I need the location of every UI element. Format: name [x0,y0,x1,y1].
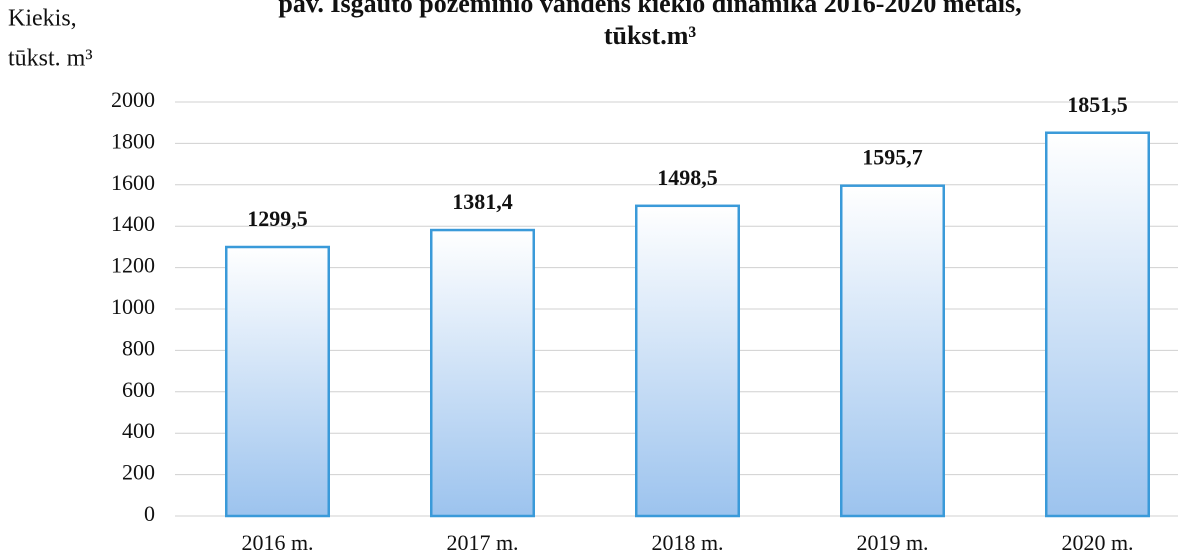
bar [430,228,535,518]
y-tick-label: 600 [122,377,155,402]
y-tick-label: 1000 [111,294,155,319]
y-tick-label: 1800 [111,128,155,153]
y-tick-label: 2000 [111,87,155,112]
data-label: 1595,7 [862,145,923,170]
x-tick-label: 2017 m. [446,530,518,555]
y-tick-label: 400 [122,418,155,443]
x-tick-label: 2018 m. [651,530,723,555]
chart-title: pav. Išgauto požeminio vandens kiekio di… [278,0,1021,18]
data-label: 1381,4 [452,189,513,214]
bar [840,184,945,518]
x-tick-label: 2019 m. [856,530,928,555]
y-tick-label: 1400 [111,211,155,236]
data-label: 1851,5 [1067,92,1128,117]
x-tick-label: 2016 m. [241,530,313,555]
y-axis-label: Kiekis, [8,6,77,32]
data-label: 1498,5 [657,165,718,190]
y-tick-label: 200 [122,460,155,485]
bar [225,245,330,518]
bar [1045,131,1150,518]
x-tick-label: 2020 m. [1061,530,1133,555]
y-tick-label: 1600 [111,170,155,195]
chart-title: tūkst.m³ [604,21,697,50]
bar [635,204,740,518]
y-tick-label: 0 [144,501,155,526]
data-label: 1299,5 [247,206,308,231]
y-tick-label: 800 [122,335,155,360]
y-tick-label: 1200 [111,253,155,278]
y-axis-label: tūkst. m³ [8,46,93,72]
